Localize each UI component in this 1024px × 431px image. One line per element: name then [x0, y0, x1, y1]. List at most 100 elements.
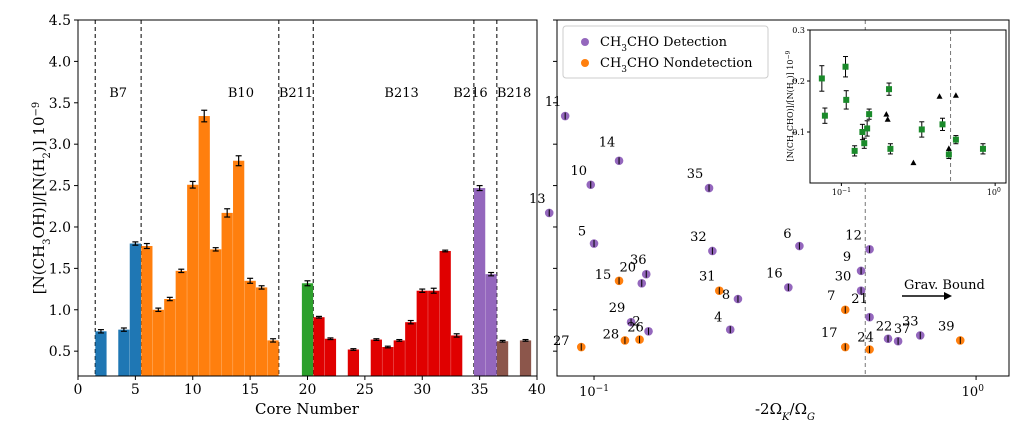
core-label-35: 35	[687, 167, 704, 182]
inset-green-point-6	[861, 140, 868, 147]
bar-core-27	[382, 347, 394, 376]
bar-core-29	[405, 322, 417, 376]
core-label-17: 17	[821, 326, 838, 341]
y-tick-label-1: 1.0	[49, 303, 71, 319]
inset-green-point-10	[887, 145, 894, 152]
inset-points	[818, 56, 986, 166]
region-labels: B7 B10 B211 B213 B216 B218	[109, 86, 531, 101]
x-tick-label-25: 25	[356, 382, 374, 398]
left-axis-ticks: 0 5 10 15 20 25 30 35 40 0.5 1.0 1.5 2.0 2.5 3.0 3.5 4.0…	[49, 13, 546, 398]
inset-x-tick-label-0: 10−1	[832, 187, 851, 198]
core-label-30: 30	[835, 270, 852, 285]
region-label-b213: B213	[384, 86, 418, 101]
core-label-4: 4	[714, 311, 722, 326]
core-label-9: 9	[843, 250, 851, 265]
x-tick-label-15: 15	[241, 382, 259, 398]
bars	[95, 116, 532, 377]
core-label-6: 6	[783, 227, 791, 242]
legend-box	[562, 25, 769, 79]
right-plot-frame	[556, 19, 1010, 377]
x-tick-label-0: 0	[74, 382, 83, 398]
bar-core-35	[474, 188, 486, 376]
bar-core-22	[324, 338, 337, 376]
region-label-b211: B211	[279, 86, 313, 101]
y-tick-label-2: 1.5	[49, 261, 71, 277]
bar-core-13	[221, 212, 233, 376]
core-label-39: 39	[938, 319, 955, 334]
bar-core-10	[187, 184, 199, 376]
bar-core-32	[439, 250, 451, 376]
inset-green-point-8	[866, 111, 873, 118]
right-x-tick-label-1: 100	[962, 384, 985, 400]
legend-label-nondetection: CH3CHO Nondetection	[600, 56, 753, 75]
bar-core-21	[313, 317, 325, 376]
core-label-22: 22	[876, 320, 893, 335]
inset-green-point-15	[979, 145, 986, 152]
inset-green-point-14	[952, 136, 959, 143]
inset-green-point-11	[918, 126, 925, 133]
bar-core-37	[496, 341, 509, 376]
inset-triangle-4	[945, 145, 952, 151]
bar-core-11	[198, 116, 210, 377]
core-label-36: 36	[630, 253, 647, 268]
bar-chart-panel: B7 B10 B211 B213 B216 B218 0 5 10 15 20 25 30 35 40 0.…	[30, 13, 546, 418]
bar-core-6	[141, 246, 153, 376]
right-x-axis-label: -2ΩK/ΩG	[755, 400, 815, 423]
inset-background	[810, 30, 1006, 183]
inset-green-point-12	[939, 121, 946, 128]
inset-green-point-9	[886, 86, 893, 93]
inset-green-point-3	[843, 96, 850, 103]
bar-core-31	[428, 290, 440, 376]
legend: CH3CHO Detection CH3CHO Nondetection	[562, 25, 769, 79]
region-label-b216: B216	[453, 86, 487, 101]
bar-core-39	[519, 340, 532, 376]
region-label-b218: B218	[497, 86, 531, 101]
core-label-16: 16	[766, 266, 783, 281]
x-tick-label-30: 30	[413, 382, 431, 398]
x-tick-label-35: 35	[471, 382, 489, 398]
core-label-26: 26	[627, 321, 644, 336]
right-axis-ticks: 10−1 100	[553, 19, 985, 400]
inset-plot: 0.1 0.2 0.3 10−1 100 [N(CH3CHO)]/[N(H2)] 10−…	[785, 26, 1007, 197]
bar-core-12	[210, 249, 222, 376]
x-axis-label: Core Number	[255, 400, 360, 418]
core-label-33: 33	[902, 314, 919, 329]
x-tick-label-10: 10	[184, 382, 202, 398]
core-label-7: 7	[827, 289, 835, 304]
y-tick-label-4: 2.5	[49, 179, 71, 195]
y-tick-label-5: 3.0	[49, 137, 71, 153]
inset-triangle-5	[952, 92, 959, 98]
core-label-31: 31	[699, 270, 716, 285]
right-x-tick-label-0: 10−1	[579, 384, 609, 400]
y-tick-label-0: 0.5	[49, 344, 71, 360]
bar-core-24	[347, 349, 360, 376]
inset-ticks: 0.1 0.2 0.3 10−1 100	[792, 26, 1001, 197]
scatter-points	[544, 111, 965, 354]
core-label-29: 29	[609, 301, 626, 316]
bar-core-5	[129, 243, 141, 376]
legend-marker-detection	[581, 38, 589, 46]
core-label-8: 8	[722, 288, 730, 303]
core-label-27: 27	[553, 334, 570, 349]
core-label-21: 21	[851, 292, 868, 307]
core-label-12: 12	[845, 228, 862, 243]
bar-core-7	[152, 309, 164, 376]
inset-y-tick-label-1: 0.2	[792, 77, 805, 86]
y-tick-label-6: 3.5	[49, 96, 71, 112]
y-axis-label: [N(CH3OH)]/[N(H2)] 10−9	[30, 102, 53, 295]
x-tick-label-5: 5	[131, 382, 140, 398]
core-label-24: 24	[857, 331, 874, 346]
x-tick-label-20: 20	[299, 382, 317, 398]
inset-green-point-13	[945, 151, 952, 158]
core-label-14: 14	[599, 136, 616, 151]
bar-core-15	[244, 280, 256, 376]
region-lines	[94, 20, 498, 376]
inset-green-point-4	[851, 147, 858, 154]
core-label-2: 2	[632, 314, 640, 329]
inset-frame	[809, 29, 1007, 184]
core-label-32: 32	[690, 230, 707, 245]
y-tick-label-7: 4.0	[49, 54, 71, 70]
bar-core-30	[416, 290, 428, 376]
